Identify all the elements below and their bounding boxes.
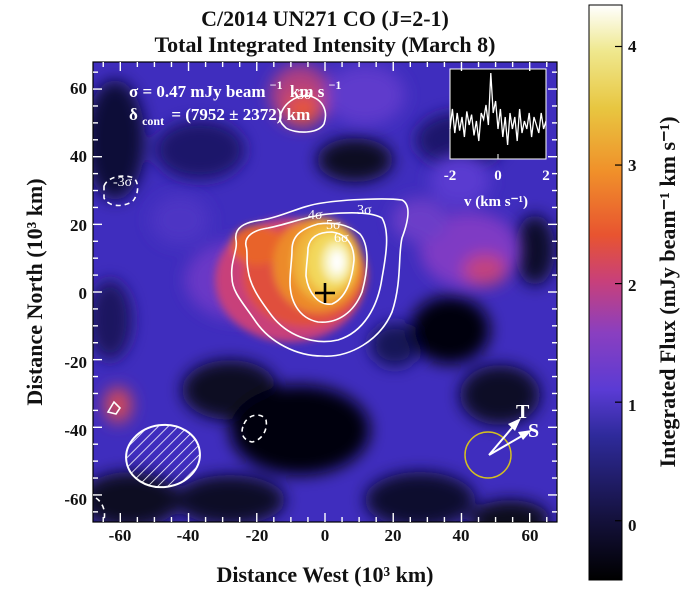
colorbar: 0 1 2 3 4 Integrated Flux (mJy beam⁻¹ km… — [588, 4, 680, 581]
y-tick-label-0: 0 — [79, 284, 88, 303]
inset-tick-label-neg2: -2 — [444, 168, 457, 184]
x-tick-label-60: 60 — [522, 526, 539, 545]
contour-labels: 3σ 4σ 5σ 6σ 3σ -3σ — [113, 88, 372, 246]
colorbar-tick-3: 3 — [628, 156, 637, 175]
delta-value: = (7952 ± 2372) km — [171, 105, 310, 124]
x-axis-label: Distance West (10³ km) — [216, 562, 433, 587]
contour-label-3sigma: 3σ — [357, 203, 372, 218]
contour-neg-corner — [95, 497, 106, 521]
inset-spectrum: -2 0 2 v (km s⁻¹) — [444, 68, 550, 210]
contour-neg-left — [103, 175, 139, 207]
contour-4sigma — [244, 212, 388, 343]
delta-subscript: cont — [142, 114, 164, 128]
chart-title: C/2014 UN271 CO (J=2-1) — [201, 6, 449, 31]
contour-label-top: 3σ — [297, 88, 312, 103]
x-tick-label-40: 40 — [453, 526, 470, 545]
svg-text:σ = 0.47 mJy beam −1: σ = 0.47 mJy beam −1 km s −1 — [129, 74, 341, 101]
contour-label-6sigma: 6σ — [334, 231, 349, 246]
noise-annotation: σ = 0.47 mJy beam −1 km s −1 δ cont = (7… — [129, 74, 341, 129]
x-tick-label-neg60: -60 — [109, 526, 132, 545]
colorbar-gradient — [588, 4, 623, 581]
y-tick-label-neg20: -20 — [64, 353, 87, 372]
x-tick-label-20: 20 — [385, 526, 402, 545]
x-tick-label-neg40: -40 — [177, 526, 200, 545]
contours — [95, 94, 409, 521]
direction-indicator: T S — [464, 401, 539, 479]
y-tick-label-20: 20 — [70, 216, 87, 235]
nucleus-marker — [315, 283, 335, 303]
contour-left-small — [106, 400, 122, 415]
delta-symbol: δ — [129, 105, 138, 124]
y-tick-label-neg60: -60 — [64, 490, 87, 509]
contour-5sigma — [289, 222, 368, 323]
field-circle — [464, 431, 512, 479]
inset-frame — [449, 68, 547, 160]
colorbar-tick-1: 1 — [628, 396, 637, 415]
y-axis-label: Distance North (10³ km) — [22, 178, 47, 405]
colorbar-label: Integrated Flux (mJy beam⁻¹ km s⁻¹) — [655, 116, 680, 467]
y-tick-label-neg40: -40 — [64, 421, 87, 440]
x-tick-label-neg20: -20 — [246, 526, 269, 545]
contour-label-minus3sigma: -3σ — [113, 175, 133, 190]
inset-tick-label-2: 2 — [542, 168, 550, 184]
y-tick-label-40: 40 — [70, 147, 87, 166]
contour-label-4sigma: 4σ — [308, 208, 323, 223]
svg-text:δ cont = (7952 ± 2: δ cont = (7952 ± 2372) km — [129, 105, 310, 129]
colorbar-tick-0: 0 — [628, 516, 637, 535]
contour-6sigma — [305, 231, 355, 305]
x-tick-labels: -60 -40 -20 0 20 40 60 — [109, 526, 539, 545]
contour-3sigma — [230, 198, 409, 357]
inset-xlabel: v (km s⁻¹) — [464, 194, 528, 210]
motion-direction-label: S — [528, 420, 539, 442]
sigma-unit: km s — [290, 82, 325, 101]
y-tick-label-60: 60 — [70, 79, 87, 98]
inset-spectrum-line — [449, 72, 547, 146]
chart-subtitle: Total Integrated Intensity (March 8) — [155, 32, 496, 57]
x-tick-label-0: 0 — [321, 526, 330, 545]
axis-ticks — [93, 62, 557, 522]
sigma-prefix: σ = 0.47 mJy beam — [129, 82, 266, 101]
sun-direction-label: T — [516, 401, 530, 423]
contour-top — [279, 94, 327, 133]
inset-tick-label-0: 0 — [494, 168, 502, 184]
contour-label-5sigma: 5σ — [326, 218, 341, 233]
colorbar-tick-4: 4 — [628, 37, 637, 56]
colorbar-tick-2: 2 — [628, 276, 637, 295]
y-tick-labels: 60 40 20 0 -20 -40 -60 — [64, 79, 87, 509]
